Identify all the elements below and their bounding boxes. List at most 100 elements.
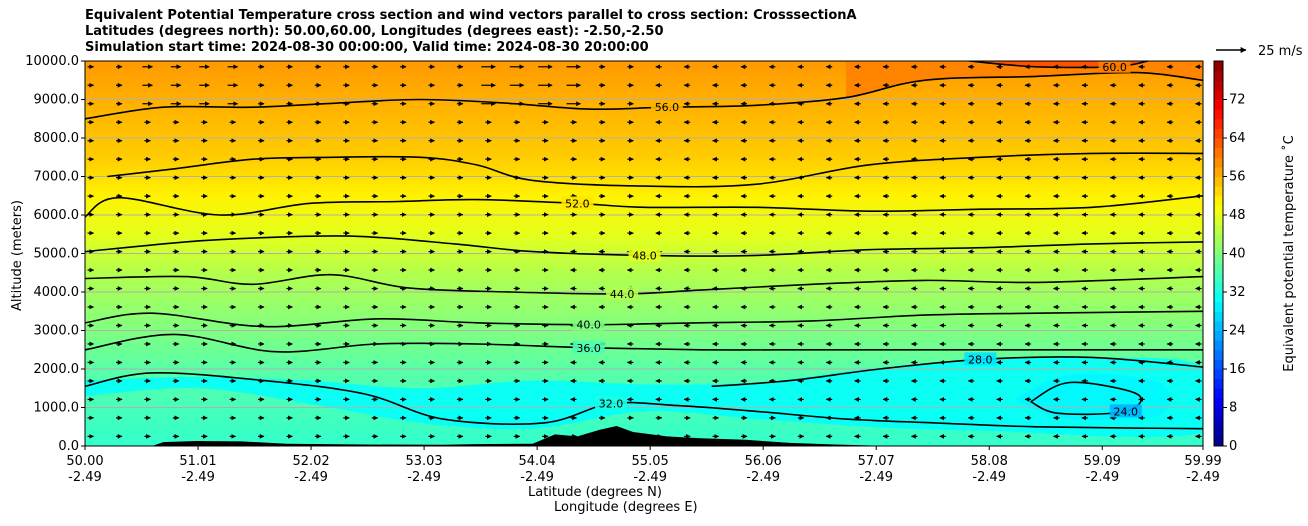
- contour-line-48: [85, 235, 1203, 257]
- colorbar-tick-label-8: 64: [1229, 131, 1246, 146]
- y-tick-label-5: 5000.0: [34, 247, 80, 262]
- colorbar-tick-label-0: 0: [1229, 439, 1237, 454]
- colorbar-tick-label-3: 24: [1229, 324, 1246, 339]
- x-tick-lon-7: -2.49: [859, 470, 893, 485]
- colorbar-band-31: [1214, 138, 1223, 149]
- x-tick-lat-1: 51.01: [179, 454, 216, 469]
- colorbar-band-8: [1214, 359, 1223, 370]
- x-axis-label-latitude: Latitude (degrees N): [528, 485, 662, 500]
- colorbar-band-1: [1214, 426, 1223, 437]
- contour-label-bg-5: [606, 286, 639, 300]
- contour-label-bg-7: [561, 196, 594, 210]
- colorbar-band-5: [1214, 388, 1223, 399]
- y-axis-label: Altitude (meters): [10, 200, 25, 311]
- contour-label-bg-3: [572, 340, 605, 354]
- terrain: [85, 426, 1203, 446]
- colorbar-band-21: [1214, 234, 1223, 245]
- x-tick-lon-0: -2.49: [68, 470, 102, 485]
- colorbar-tick-label-6: 48: [1229, 208, 1246, 223]
- x-tick-lon-10: -2.49: [1186, 470, 1220, 485]
- x-tick-lon-6: -2.49: [746, 470, 780, 485]
- colorbar-band-32: [1214, 128, 1223, 139]
- contour-label-36: 36.0: [576, 342, 601, 355]
- colorbar-tick-label-1: 8: [1229, 401, 1237, 416]
- contour-label-40: 40.0: [576, 319, 601, 332]
- y-tick-label-4: 4000.0: [34, 285, 80, 300]
- colorbar-label: Equivalent potential temperature ˚C: [1281, 135, 1297, 371]
- colorbar-band-4: [1214, 397, 1223, 408]
- colorbar-band-39: [1214, 61, 1223, 72]
- contour-label-bg-10: [1098, 61, 1131, 73]
- colorbar-tick-label-2: 16: [1229, 362, 1246, 377]
- contour-line-24: [1030, 381, 1142, 416]
- x-tick-lon-3: -2.49: [407, 470, 441, 485]
- colorbar-band-9: [1214, 349, 1223, 360]
- contour-label-bg-1: [1109, 404, 1142, 418]
- contour-label-bg-9: [650, 100, 683, 114]
- colorbar-band-14: [1214, 301, 1223, 312]
- x-tick-lat-0: 50.00: [66, 454, 103, 469]
- colorbar-band-18: [1214, 263, 1223, 274]
- colorbar-band-23: [1214, 215, 1223, 226]
- colorbar-band-26: [1214, 186, 1223, 197]
- colorbar-band-16: [1214, 282, 1223, 293]
- wind-key-label: 25 m/s: [1258, 44, 1303, 59]
- y-tick-label-1: 1000.0: [34, 401, 80, 416]
- x-axis-label-longitude: Longitude (degrees E): [554, 500, 698, 515]
- colorbar-band-27: [1214, 176, 1223, 187]
- contour-label-32: 32.0: [599, 398, 624, 411]
- y-tick-label-0: 0.0: [58, 439, 79, 454]
- colorbar-band-2: [1214, 417, 1223, 428]
- plot-area: 28.0 24.0 32.0 36.0 40.0 44.0 48.0 52.0 56.0 60.0: [85, 61, 1203, 446]
- colorbar-band-22: [1214, 224, 1223, 235]
- y-tick-label-8: 8000.0: [34, 131, 80, 146]
- colorbar-band-24: [1214, 205, 1223, 216]
- colorbar-band-35: [1214, 99, 1223, 110]
- colorbar-band-33: [1214, 118, 1223, 129]
- colorbar-tick-label-7: 56: [1229, 170, 1246, 185]
- colorbar-band-13: [1214, 311, 1223, 322]
- y-tick-label-7: 7000.0: [34, 170, 80, 185]
- contour-line-54: [107, 152, 1203, 188]
- y-tick-label-9: 9000.0: [34, 93, 80, 108]
- chart-title-line-3: Simulation start time: 2024-08-30 00:00:…: [85, 40, 649, 55]
- contour-label-bg-6: [628, 248, 661, 262]
- colorbar-band-10: [1214, 340, 1223, 351]
- chart-title-line-2: Latitudes (degrees north): 50.00,60.00, …: [85, 24, 664, 39]
- x-tick-lon-8: -2.49: [972, 470, 1006, 485]
- contour-label-24: 24.0: [1114, 405, 1139, 418]
- colorbar-band-37: [1214, 80, 1223, 91]
- colorbar-band-38: [1214, 70, 1223, 81]
- y-tick-label-6: 6000.0: [34, 208, 80, 223]
- colorbar-band-30: [1214, 147, 1223, 158]
- colorbar-band-11: [1214, 330, 1223, 341]
- x-tick-lat-4: 54.04: [519, 454, 556, 469]
- y-tick-label-3: 3000.0: [34, 324, 80, 339]
- contour-label-56: 56.0: [655, 101, 680, 114]
- colorbar-band-7: [1214, 369, 1223, 380]
- filled-band-1: [85, 356, 1203, 437]
- colorbar-band-12: [1214, 320, 1223, 331]
- contour-label-bg-2: [594, 396, 627, 410]
- x-tick-lat-5: 55.05: [632, 454, 669, 469]
- chart-title-line-1: Equivalent Potential Temperature cross s…: [85, 8, 857, 23]
- y-tick-label-2: 2000.0: [34, 362, 80, 377]
- colorbar-band-17: [1214, 272, 1223, 283]
- x-tick-lon-5: -2.49: [633, 470, 667, 485]
- contour-label-60: 60.0: [1102, 61, 1127, 74]
- colorbar-band-3: [1214, 407, 1223, 418]
- colorbar-tick-label-9: 72: [1229, 93, 1246, 108]
- colorbar-band-0: [1214, 436, 1223, 447]
- colorbar-tick-label-4: 32: [1229, 285, 1246, 300]
- contour-line-56: [85, 71, 1203, 120]
- colorbar-band-34: [1214, 109, 1223, 120]
- colorbar-tick-label-5: 40: [1229, 247, 1246, 262]
- x-tick-lat-10: 59.99: [1184, 454, 1221, 469]
- contour-line-60: [969, 61, 1149, 69]
- x-tick-lon-9: -2.49: [1085, 470, 1119, 485]
- x-tick-lat-9: 59.09: [1084, 454, 1121, 469]
- colorbar-band-6: [1214, 378, 1223, 389]
- x-tick-lat-6: 56.06: [745, 454, 782, 469]
- x-tick-lon-1: -2.49: [181, 470, 215, 485]
